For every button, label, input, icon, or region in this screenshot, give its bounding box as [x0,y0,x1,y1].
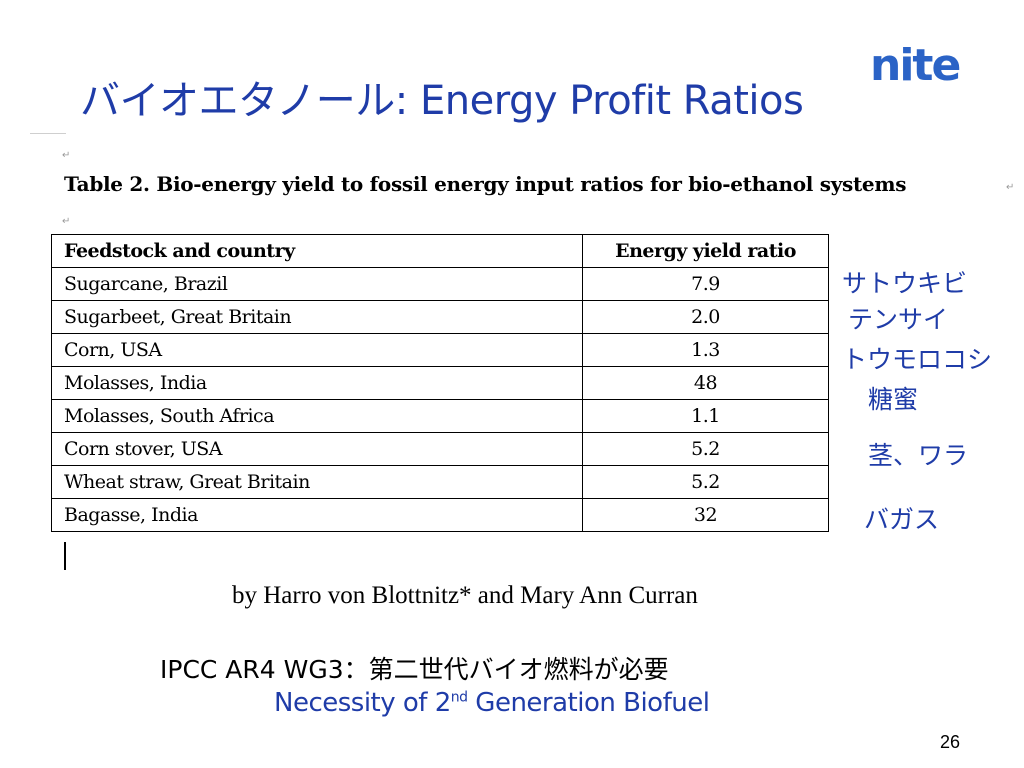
paragraph-mark-icon: ↵ [62,216,71,227]
necessity-caption: Necessity of 2nd Generation Biofuel [274,688,710,718]
jp-label-stover-straw: 茎、ワラ [868,441,969,470]
nite-logo: nite [870,40,961,91]
feedstock-cell: Corn stover, USA [51,432,583,466]
ratio-cell: 5.2 [582,465,829,499]
feedstock-cell: Sugarbeet, Great Britain [51,300,583,334]
ipcc-note: IPCC AR4 WG3：第二世代バイオ燃料が必要 [160,655,669,684]
feedstock-cell: Sugarcane, Brazil [51,267,583,301]
column-header-feedstock: Feedstock and country [51,234,583,268]
feedstock-cell: Corn, USA [51,333,583,367]
ratio-cell: 1.3 [582,333,829,367]
table-header-row: Feedstock and country Energy yield ratio [51,234,829,268]
slide-title: バイオエタノール: Energy Profit Ratios [80,78,804,124]
table-row: Molasses, South Africa 1.1 [51,399,829,433]
ratio-cell: 32 [582,498,829,532]
ratio-cell: 5.2 [582,432,829,466]
jp-label-sugarcane: サトウキビ [842,269,968,298]
text-cursor [64,542,66,570]
table-row: Bagasse, India 32 [51,498,829,532]
jp-label-molasses: 糖蜜 [868,385,919,414]
ratio-cell: 48 [582,366,829,400]
table-row: Wheat straw, Great Britain 5.2 [51,465,829,499]
table-title: Table 2. Bio-energy yield to fossil ener… [64,172,907,196]
energy-yield-table: Feedstock and country Energy yield ratio… [51,234,829,532]
ratio-cell: 1.1 [582,399,829,433]
feedstock-cell: Bagasse, India [51,498,583,532]
feedstock-cell: Wheat straw, Great Britain [51,465,583,499]
page-number: 26 [940,732,961,752]
table-row: Corn stover, USA 5.2 [51,432,829,466]
feedstock-cell: Molasses, India [51,366,583,400]
divider [30,133,66,134]
table-row: Sugarbeet, Great Britain 2.0 [51,300,829,334]
jp-label-corn: トウモロコシ [842,345,993,374]
necessity-ordinal: nd [450,689,468,706]
feedstock-cell: Molasses, South Africa [51,399,583,433]
table-row: Molasses, India 48 [51,366,829,400]
necessity-suffix: Generation Biofuel [467,688,710,718]
jp-label-sugarbeet: テンサイ [848,305,949,334]
necessity-prefix: Necessity of 2 [274,688,451,718]
ratio-cell: 7.9 [582,267,829,301]
paragraph-mark-icon: ↵ [62,150,71,161]
table-row: Corn, USA 1.3 [51,333,829,367]
jp-label-bagasse: バガス [864,505,940,534]
column-header-ratio: Energy yield ratio [582,234,829,268]
paragraph-mark-icon: ↵ [1006,182,1015,193]
table-row: Sugarcane, Brazil 7.9 [51,267,829,301]
ratio-cell: 2.0 [582,300,829,334]
byline: by Harro von Blottnitz* and Mary Ann Cur… [232,582,698,609]
